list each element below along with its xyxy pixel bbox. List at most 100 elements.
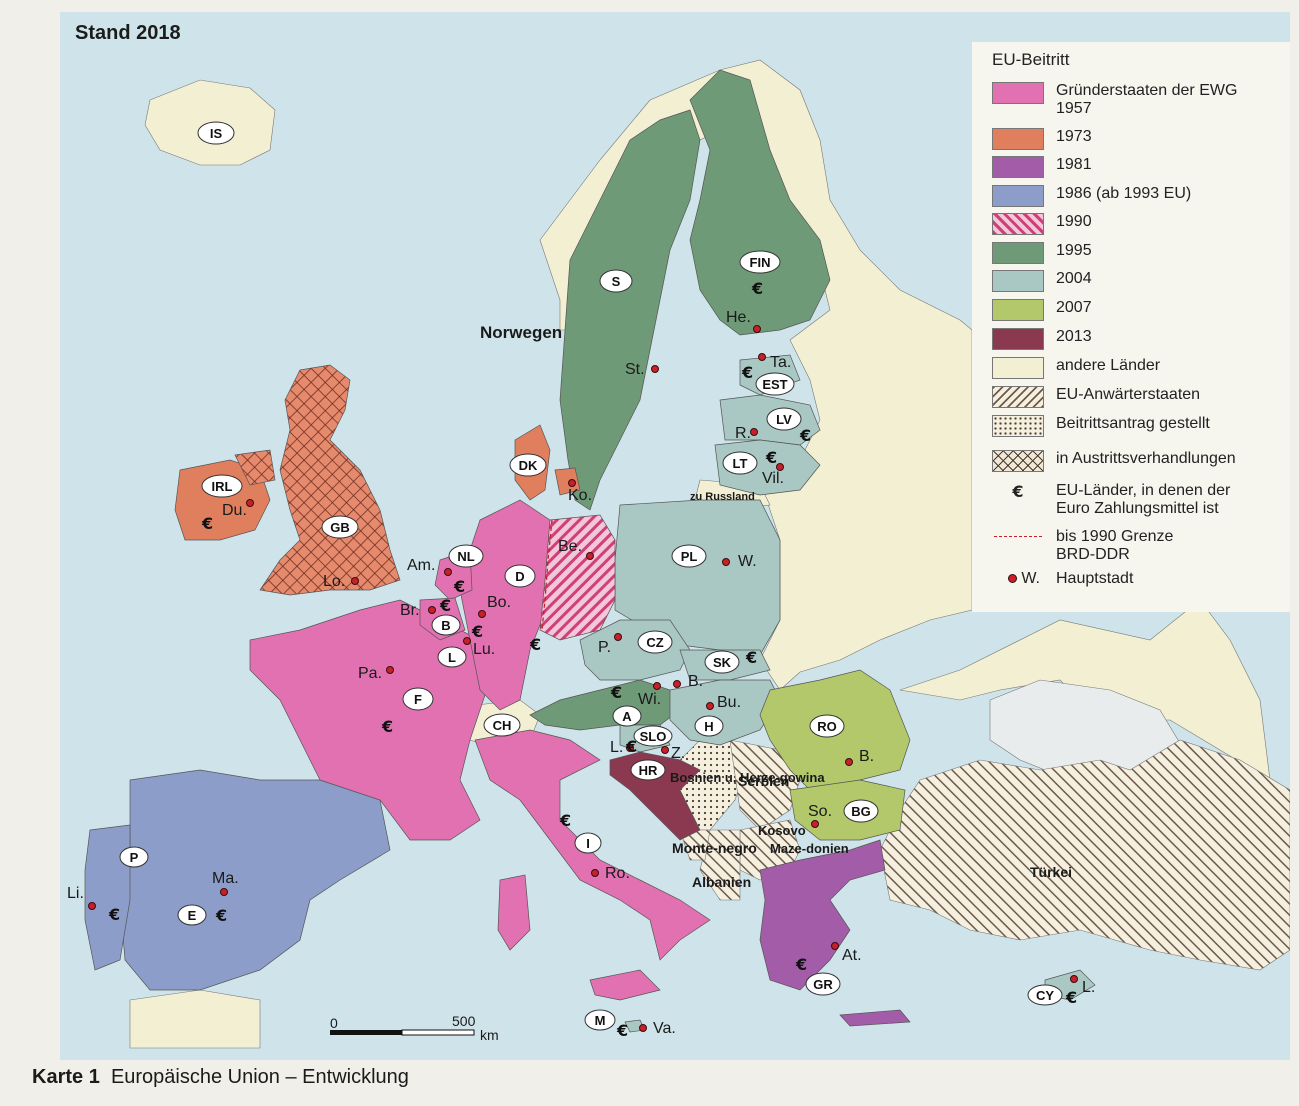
- svg-text:W.: W.: [738, 553, 757, 570]
- svg-text:LV: LV: [776, 412, 792, 427]
- country-code-hr: HR: [630, 759, 666, 781]
- country-code-h: H: [694, 715, 724, 737]
- country-code-m: M: [584, 1009, 616, 1031]
- capital-vienna: Wi.: [638, 682, 661, 708]
- country-code-cz: CZ: [637, 630, 673, 654]
- capital-berlin: Be.: [558, 538, 594, 560]
- country-code-lt: LT: [722, 451, 758, 475]
- svg-text:Vil.: Vil.: [762, 470, 784, 487]
- svg-text:Va.: Va.: [653, 1020, 676, 1037]
- svg-text:FIN: FIN: [750, 255, 771, 270]
- svg-text:GB: GB: [330, 520, 350, 535]
- legend-item-1981: 1981: [992, 156, 1092, 178]
- euro-signs: € € € € € € € € € € € € € € € € € € €: [108, 279, 1077, 1040]
- svg-text:L.: L.: [610, 739, 623, 756]
- label-albanien: Albanien: [692, 874, 751, 890]
- scale-bar: 0 500 km: [330, 1013, 499, 1043]
- svg-text:CY: CY: [1036, 988, 1054, 1003]
- legend-item-2013: 2013: [992, 328, 1092, 350]
- svg-text:L.: L.: [1082, 979, 1095, 996]
- label-serbien: Serbien: [738, 773, 789, 789]
- capital-dublin: Du.: [222, 499, 254, 519]
- capital-stockholm: St.: [625, 361, 659, 378]
- capital-tallinn: Ta.: [758, 353, 791, 371]
- svg-text:€: €: [610, 683, 622, 702]
- svg-text:Bu.: Bu.: [717, 694, 741, 711]
- capital-amsterdam: Am.: [407, 557, 452, 576]
- capital-bratislava: B.: [673, 673, 703, 690]
- country-code-d: D: [504, 564, 536, 588]
- capital-riga: R.: [735, 425, 758, 442]
- legend-item-application: Beitrittsantrag gestellt: [992, 415, 1210, 437]
- country-code-fin: FIN: [739, 250, 781, 274]
- svg-text:€: €: [625, 737, 637, 756]
- capital-bucharest: B.: [845, 748, 874, 766]
- legend-item-border: bis 1990 Grenze BRD-DDR: [992, 528, 1206, 564]
- legend-item-withdrawal: in Austrittsverhandlungen: [992, 450, 1236, 472]
- svg-text:B.: B.: [688, 673, 703, 690]
- svg-text:CZ: CZ: [646, 635, 663, 650]
- svg-text:€: €: [1065, 988, 1077, 1007]
- svg-text:€: €: [741, 363, 753, 382]
- svg-text:€: €: [751, 279, 763, 298]
- country-code-irl: IRL: [201, 474, 243, 498]
- capital-athens: At.: [831, 942, 862, 964]
- country-code-gr: GR: [805, 972, 841, 996]
- country-code-s: S: [599, 269, 633, 293]
- label-norwegen: Norwegen: [480, 323, 562, 342]
- svg-text:St.: St.: [625, 361, 645, 378]
- country-code-ch: CH: [483, 713, 521, 737]
- northern-ireland: [234, 449, 276, 486]
- svg-text:SK: SK: [713, 655, 732, 670]
- capital-london: Lo.: [323, 573, 359, 590]
- svg-text:H: H: [704, 719, 713, 734]
- label-kosovo: Kosovo: [758, 823, 806, 838]
- svg-text:500: 500: [452, 1013, 476, 1029]
- svg-text:RO: RO: [817, 719, 837, 734]
- svg-text:So.: So.: [808, 803, 832, 820]
- svg-text:0: 0: [330, 1015, 338, 1031]
- capital-sofia: So.: [808, 803, 832, 828]
- country-codes: IS S FIN EST LV LT DK IRL GB NL D B L F …: [119, 121, 1063, 1031]
- country-code-gb: GB: [321, 515, 359, 539]
- svg-text:Br.: Br.: [400, 602, 420, 619]
- svg-text:Lu.: Lu.: [473, 641, 495, 658]
- svg-text:Bo.: Bo.: [487, 594, 511, 611]
- svg-text:€: €: [765, 448, 777, 467]
- svg-text:BG: BG: [851, 804, 871, 819]
- svg-text:I: I: [586, 836, 590, 851]
- svg-text:€: €: [799, 426, 811, 445]
- svg-text:IS: IS: [210, 126, 223, 141]
- svg-text:A: A: [622, 709, 632, 724]
- svg-text:€: €: [745, 648, 757, 667]
- map-caption: Karte 1 Europäische Union – Entwicklung: [32, 1066, 409, 1088]
- svg-text:€: €: [559, 811, 571, 830]
- svg-text:B: B: [441, 618, 450, 633]
- place-names: Norwegen zu Russland Bosnien u. Herze-go…: [480, 323, 1072, 890]
- svg-text:E: E: [188, 908, 197, 923]
- legend-item-other: andere Länder: [992, 357, 1160, 379]
- svg-text:€: €: [381, 717, 393, 736]
- capital-zagreb: Z.: [661, 745, 685, 762]
- map-canvas: IS S FIN EST LV LT DK IRL GB NL D B L F …: [67, 59, 1290, 1049]
- capital-paris: Pa.: [358, 665, 394, 682]
- country-code-lv: LV: [766, 407, 802, 431]
- svg-text:Lo.: Lo.: [323, 573, 345, 590]
- svg-text:€: €: [795, 955, 807, 974]
- country-code-sk: SK: [704, 650, 740, 674]
- svg-text:P: P: [130, 850, 139, 865]
- legend-item-1995: 1995: [992, 242, 1092, 264]
- svg-text:km: km: [480, 1027, 499, 1043]
- capital-lisbon: Li.: [67, 885, 96, 910]
- country-code-b: B: [431, 614, 461, 636]
- capital-valletta: Va.: [639, 1020, 676, 1037]
- svg-text:He.: He.: [726, 309, 751, 326]
- svg-text:Du.: Du.: [222, 502, 247, 519]
- country-code-dk: DK: [509, 453, 547, 477]
- capitals: He. St. Ta. R. Vil. Ko. Du. Lo. Am. Br. …: [67, 309, 1095, 1037]
- legend-item-candidates: EU-Anwärterstaaten: [992, 386, 1200, 408]
- svg-text:€: €: [471, 622, 483, 641]
- svg-text:€: €: [215, 906, 227, 925]
- svg-text:Am.: Am.: [407, 557, 435, 574]
- legend-item-2007: 2007: [992, 299, 1092, 321]
